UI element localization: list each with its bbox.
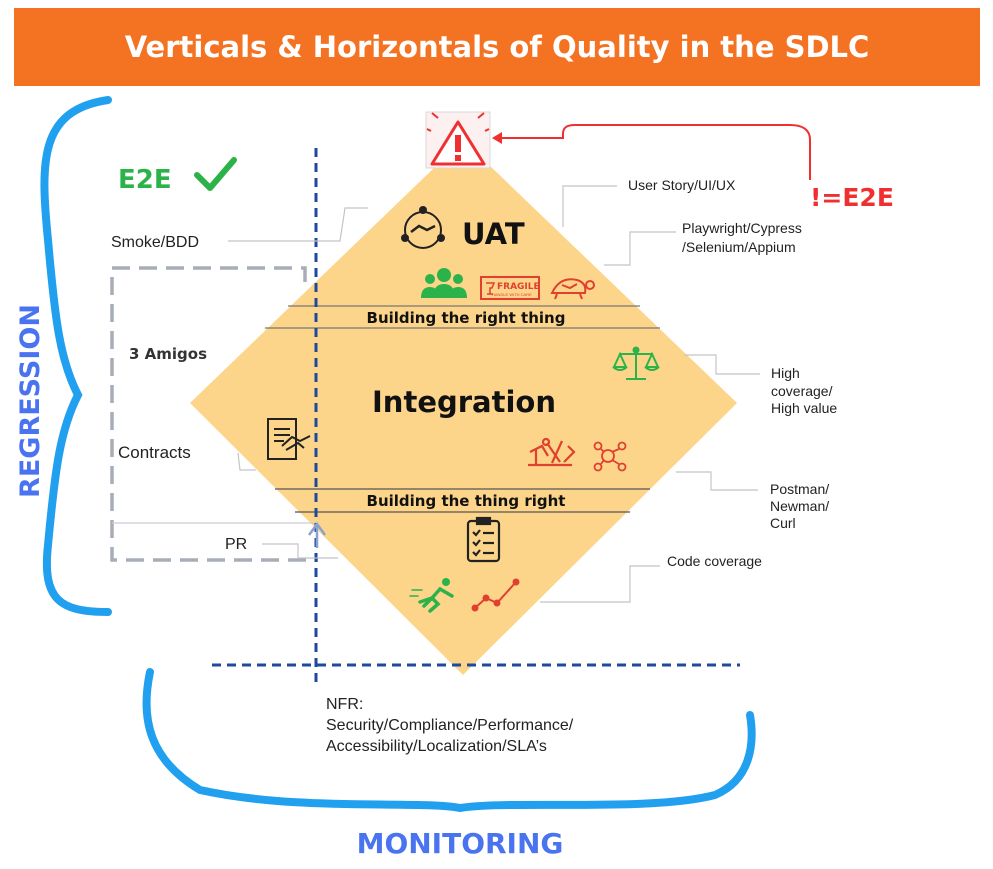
team-icon xyxy=(421,268,467,298)
regression-label: REGRESSION xyxy=(15,304,46,498)
pr-label: PR xyxy=(225,536,247,553)
balance-scale-icon xyxy=(612,346,660,380)
not-e2e-arrow xyxy=(497,124,811,180)
monitoring-bracket xyxy=(142,668,756,813)
runner-icon xyxy=(409,578,454,613)
svg-text:HANDLE WITH CARE: HANDLE WITH CARE xyxy=(492,292,532,297)
postman-label: Postman/ xyxy=(770,481,829,497)
nfr-label: Security/Compliance/Performance/ xyxy=(326,717,574,734)
user-story-label: User Story/UI/UX xyxy=(628,177,736,193)
postman-label: Newman/ xyxy=(770,498,829,514)
building-thing-right-label: Building the thing right xyxy=(367,492,566,510)
nfr-label: NFR: xyxy=(326,696,363,713)
network-gear-icon xyxy=(593,441,627,472)
contract-handshake-icon xyxy=(267,418,311,460)
uat-label: UAT xyxy=(462,217,525,251)
check-icon xyxy=(194,157,237,191)
smoke-bdd-label: Smoke/BDD xyxy=(111,234,199,251)
quality-diamond xyxy=(190,140,737,675)
three-amigos-box xyxy=(110,266,318,562)
coverage-label: High value xyxy=(771,400,837,416)
tools-icon xyxy=(528,437,576,467)
checklist-icon xyxy=(466,516,501,563)
integration-label: Integration xyxy=(372,385,556,419)
fragile-box-icon: FRAGILE HANDLE WITH CARE xyxy=(480,276,540,300)
regression-bracket xyxy=(40,96,112,616)
connector-lines xyxy=(228,185,760,603)
contracts-label: Contracts xyxy=(118,443,191,462)
code-coverage-label: Code coverage xyxy=(667,553,762,569)
turtle-icon xyxy=(550,278,595,300)
page-title: Verticals & Horizontals of Quality in th… xyxy=(124,30,870,64)
up-arrow-icon xyxy=(307,521,327,548)
monitoring-label: MONITORING xyxy=(357,827,564,860)
handshake-circle-icon xyxy=(401,206,445,249)
three-amigos-label: 3 Amigos xyxy=(129,345,207,363)
postman-label: Curl xyxy=(770,515,796,531)
coverage-label: High xyxy=(771,365,800,381)
building-right-thing-label: Building the right thing xyxy=(367,309,566,327)
playwright-label: /Selenium/Appium xyxy=(682,239,796,255)
nfr-label: Accessibility/Localization/SLA’s xyxy=(326,738,547,755)
title-banner: Verticals & Horizontals of Quality in th… xyxy=(14,8,980,86)
not-e2e-label: !=E2E xyxy=(810,183,894,212)
trend-line-icon xyxy=(471,578,520,612)
svg-text:FRAGILE: FRAGILE xyxy=(497,282,540,292)
arrow-head-icon xyxy=(492,132,502,144)
playwright-label: Playwright/Cypress xyxy=(682,220,802,236)
coverage-label: coverage/ xyxy=(771,383,833,399)
e2e-label: E2E xyxy=(118,165,172,195)
warning-icon xyxy=(425,111,491,169)
